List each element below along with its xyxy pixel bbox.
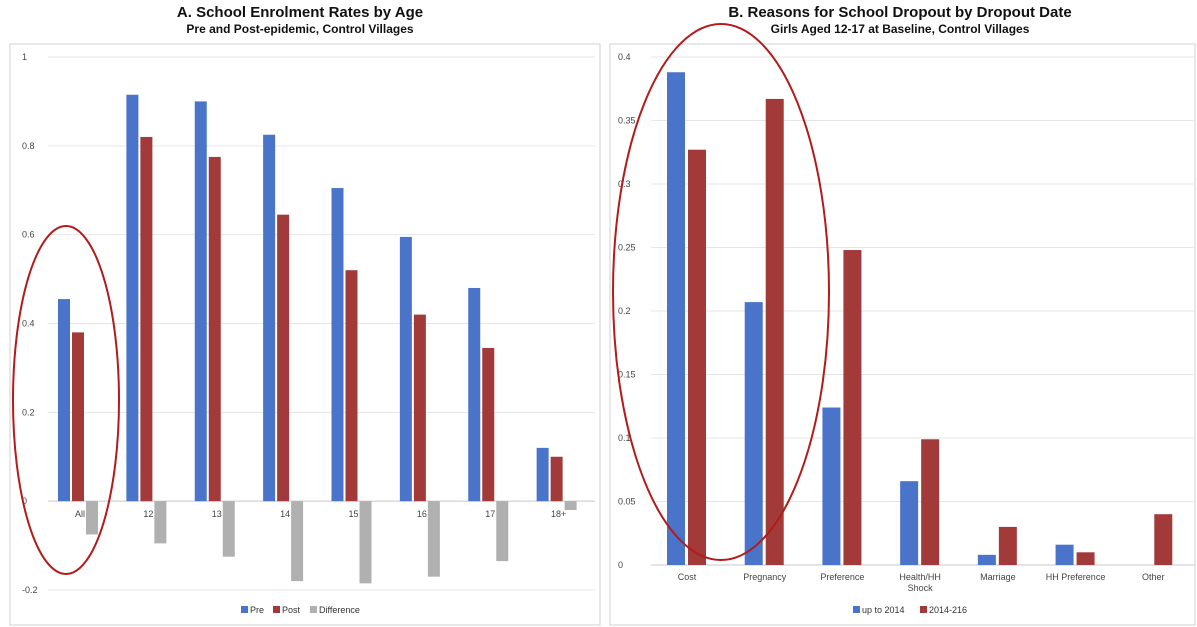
chart-b-bar	[1055, 544, 1074, 565]
chart-a-bar	[468, 287, 481, 502]
chart-b-bar	[822, 407, 841, 565]
chart-a-bar	[550, 456, 563, 502]
annotation-ellipse-cost-pregnancy	[612, 23, 830, 561]
chart-a-bar	[208, 156, 221, 502]
chart-b-ytick-label: 0.35	[618, 116, 636, 126]
chart-a-bar	[72, 332, 84, 502]
chart-b-bar	[688, 149, 706, 565]
chart-a-category-label: 14	[280, 509, 290, 519]
chart-b-category-label: Preference	[820, 572, 864, 582]
chart-a: 1 0.8 0.6 0.4 0.2 0 -0.2 All 12 13 14 15 16 17 18+ Pre P…	[9, 43, 601, 626]
chart-a-bar	[194, 101, 207, 502]
chart-b-category-label: Health/HH Shock	[899, 572, 941, 593]
chart-a-ytick-label: 0	[22, 496, 27, 506]
chart-a-ytick-label: -0.2	[22, 585, 38, 595]
chart-b-bar	[998, 526, 1017, 565]
chart-a-bar	[263, 134, 276, 502]
chart-a-title: A. School Enrolment Rates by Age	[176, 4, 424, 21]
chart-b-legend-swatch	[920, 606, 927, 613]
chart-a-legend-swatch	[310, 606, 317, 613]
chart-a-bar	[86, 501, 98, 535]
chart-a-bar	[126, 94, 139, 502]
chart-a-legend-swatch	[273, 606, 280, 613]
chart-a-category-label: 15	[348, 509, 358, 519]
chart-b-category-label: Marriage	[980, 572, 1016, 582]
chart-a-bar	[277, 214, 290, 502]
chart-a-category-label: 12	[143, 509, 153, 519]
chart-b-title-block: B. Reasons for School Dropout by Dropout…	[603, 4, 1197, 36]
chart-b-legend-swatch	[853, 606, 860, 613]
chart-a-bar	[536, 447, 549, 502]
chart-b-category-label: Other	[1142, 572, 1165, 582]
chart-b-title: B. Reasons for School Dropout by Dropout…	[728, 4, 1072, 21]
chart-b-legend-label: 2014-216	[929, 605, 967, 615]
chart-b-ytick-label: 0.1	[618, 433, 631, 443]
chart-a-bar	[359, 501, 372, 584]
chart-a-ytick-label: 0.4	[22, 319, 35, 329]
chart-a-bar	[222, 501, 235, 557]
chart-a-ytick-label: 1	[22, 52, 27, 62]
chart-b-category-label: HH Preference	[1046, 572, 1106, 582]
chart-b-bar	[765, 98, 784, 565]
chart-b-category-label: Pregnancy	[743, 572, 787, 582]
chart-a-bar	[496, 501, 509, 562]
chart-a-legend-label: Pre	[250, 605, 264, 615]
chart-a-legend-swatch	[241, 606, 248, 613]
chart-a-category-label: 16	[417, 509, 427, 519]
annotation-ellipse-all	[12, 225, 120, 575]
chart-a-category-label: All	[75, 509, 85, 519]
chart-a-title-block: A. School Enrolment Rates by Age Pre and…	[0, 4, 600, 36]
chart-a-ytick-label: 0.6	[22, 230, 35, 240]
chart-b-ytick-label: 0	[618, 560, 623, 570]
chart-a-category-label: 17	[485, 509, 495, 519]
chart-b-category-label: Cost	[678, 572, 697, 582]
chart-b-ytick-label: 0.2	[618, 306, 631, 316]
chart-b-bar	[977, 554, 996, 565]
chart-a-bar	[291, 501, 304, 582]
chart-a-ytick-label: 0.2	[22, 407, 35, 417]
chart-b-ytick-label: 0.3	[618, 179, 631, 189]
chart-b-ytick-label: 0.05	[618, 497, 636, 507]
chart-b-legend-label: up to 2014	[862, 605, 905, 615]
chart-b-bar	[921, 439, 940, 565]
chart-b-bar	[900, 481, 919, 565]
chart-b-ytick-label: 0.15	[618, 370, 636, 380]
chart-b-ytick-label: 0.25	[618, 243, 636, 253]
chart-b-bar	[843, 250, 862, 566]
chart-a-bar	[58, 299, 70, 502]
chart-b-bar	[1076, 552, 1095, 565]
chart-a-frame	[9, 43, 601, 626]
chart-a-legend-label: Difference	[319, 605, 360, 615]
chart-a-bar	[482, 347, 495, 502]
chart-b-bar	[744, 302, 763, 565]
chart-a-category-label: 18+	[551, 509, 566, 519]
chart-b-bar	[1154, 514, 1173, 565]
chart-b-subtitle: Girls Aged 12-17 at Baseline, Control Vi…	[770, 22, 1030, 36]
chart-a-bar	[154, 501, 167, 544]
chart-b-frame	[609, 43, 1196, 626]
chart-a-category-label: 13	[212, 509, 222, 519]
chart-a-legend-label: Post	[282, 605, 301, 615]
chart-a-ytick-label: 0.8	[22, 141, 35, 151]
chart-a-bar	[564, 501, 577, 511]
chart-a-subtitle: Pre and Post-epidemic, Control Villages	[186, 22, 414, 36]
chart-a-bar	[399, 236, 412, 502]
chart-a-bar	[331, 188, 344, 502]
chart-a-bar	[427, 501, 440, 577]
chart-b-bar	[667, 72, 685, 566]
chart-a-bar	[140, 136, 153, 502]
chart-a-bar	[345, 270, 358, 502]
chart-b-ytick-label: 0.4	[618, 52, 631, 62]
chart-a-bar	[413, 314, 426, 502]
